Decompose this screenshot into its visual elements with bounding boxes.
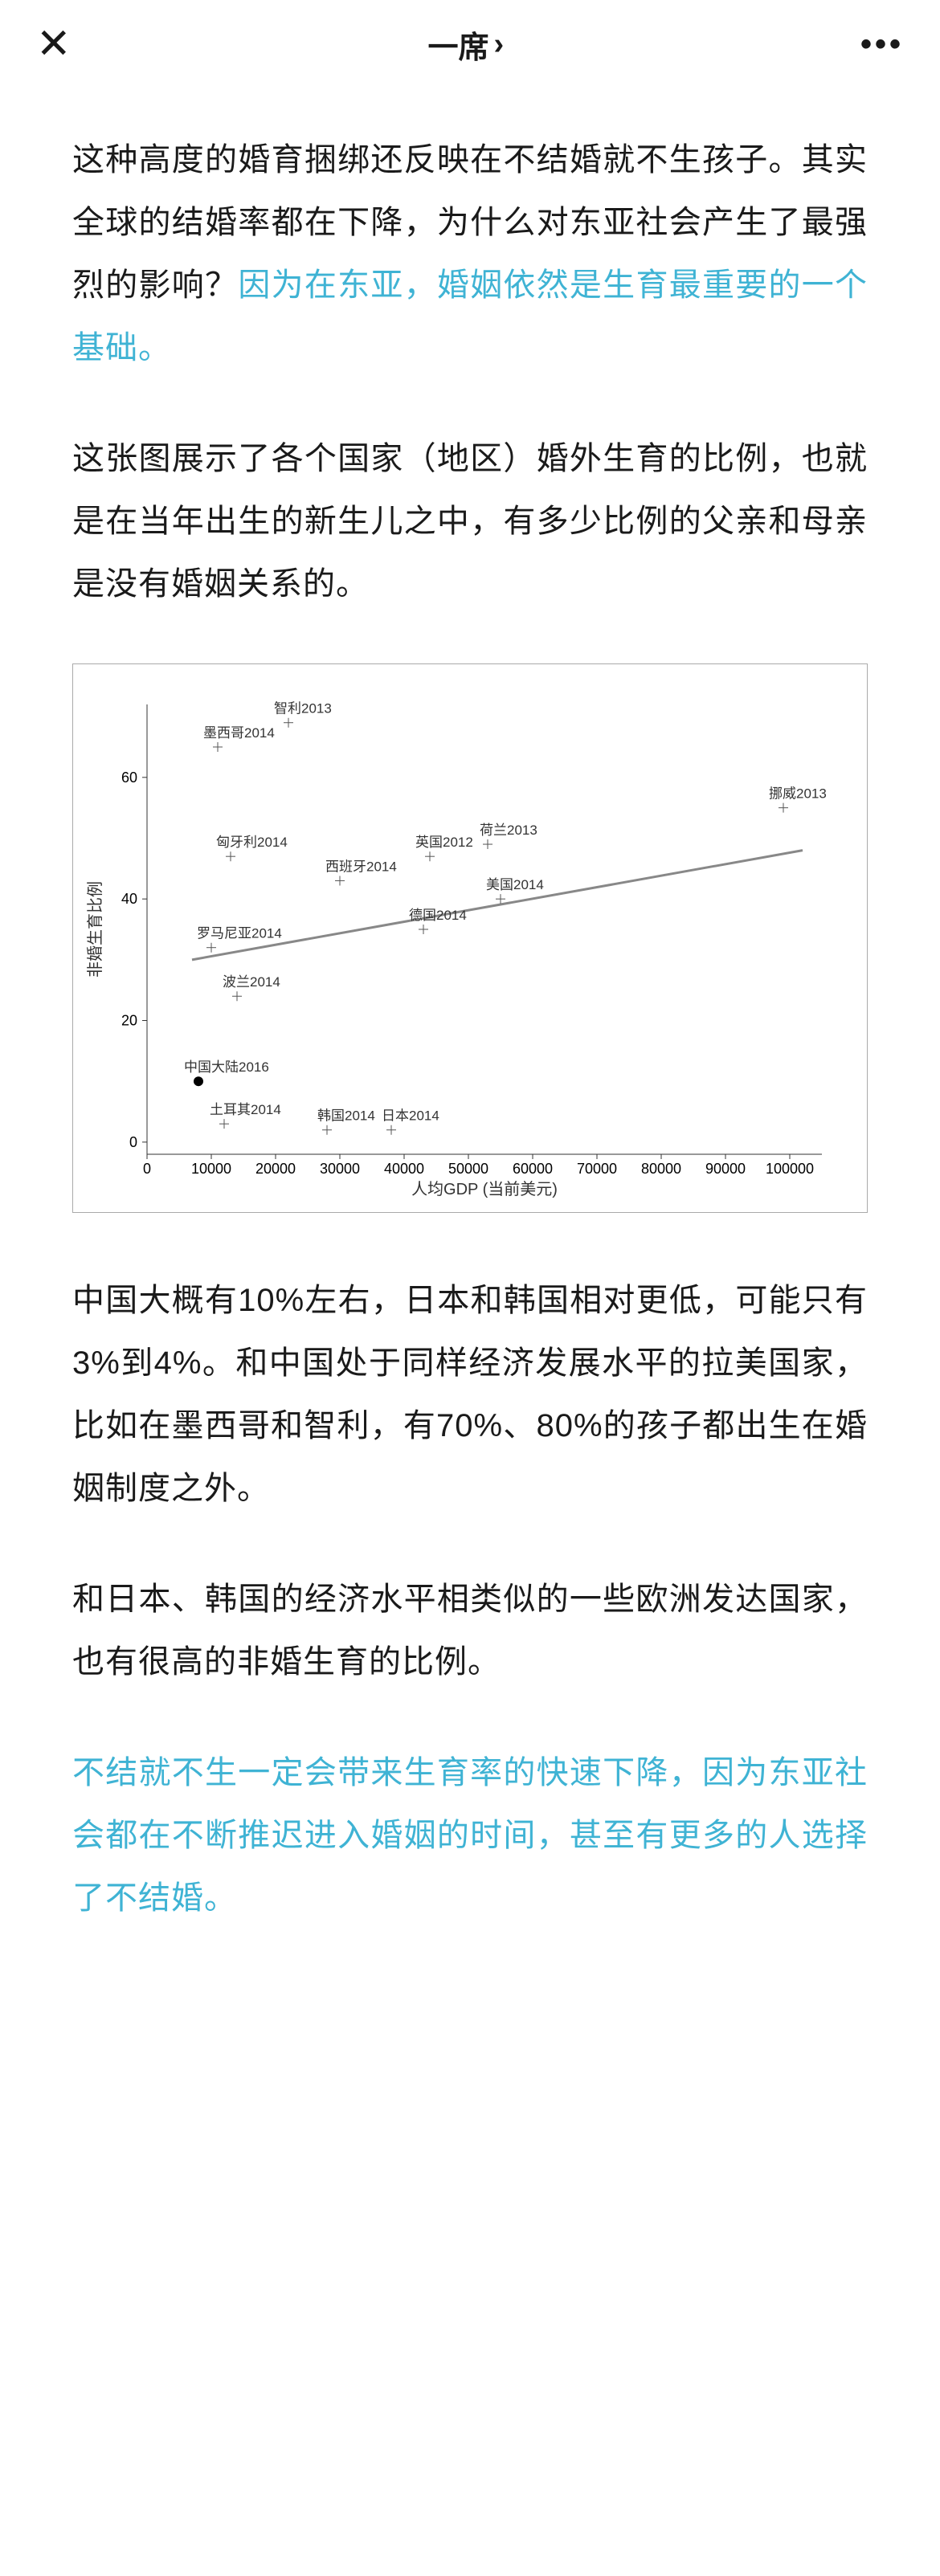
svg-text:10000: 10000 (191, 1161, 231, 1177)
data-point-label: 韩国2014 (317, 1108, 375, 1124)
svg-text:50000: 50000 (448, 1161, 488, 1177)
data-point-label: 德国2014 (409, 908, 467, 923)
more-icon[interactable]: ••• (860, 27, 904, 63)
data-point-label: 匈牙利2014 (216, 835, 288, 850)
data-point-label: 智利2013 (274, 701, 332, 716)
data-point-label: 英国2012 (415, 835, 473, 850)
svg-text:非婚生育比例: 非婚生育比例 (86, 881, 104, 978)
svg-text:60: 60 (121, 770, 137, 786)
svg-text:70000: 70000 (577, 1161, 617, 1177)
svg-text:90000: 90000 (705, 1161, 746, 1177)
data-point-label: 波兰2014 (223, 974, 280, 990)
data-point-label: 日本2014 (382, 1108, 439, 1124)
svg-text:人均GDP (当前美元): 人均GDP (当前美元) (411, 1180, 558, 1198)
chart-svg: 0 10000 20000 30000 40000 50000 60000 70000 8000… (83, 688, 838, 1202)
svg-text:30000: 30000 (320, 1161, 360, 1177)
page-title[interactable]: 一席 › (427, 22, 504, 67)
svg-text:0: 0 (129, 1134, 137, 1150)
scatter-chart: 0 10000 20000 30000 40000 50000 60000 70000 8000… (72, 663, 868, 1213)
data-point-label: 土耳其2014 (210, 1102, 281, 1117)
data-point-label: 墨西哥2014 (203, 725, 275, 741)
paragraph-1: 这种高度的婚育捆绑还反映在不结婚就不生孩子。其实全球的结婚率都在下降，为什么对东… (72, 129, 868, 379)
chevron-right-icon: › (493, 27, 504, 62)
data-point-label: 罗马尼亚2014 (197, 926, 282, 941)
title-text: 一席 (427, 22, 488, 67)
svg-text:40: 40 (121, 891, 137, 907)
data-point-label: 美国2014 (486, 877, 544, 892)
svg-text:80000: 80000 (641, 1161, 681, 1177)
svg-text:40000: 40000 (384, 1161, 424, 1177)
header-bar: ✕ 一席 › ••• (0, 0, 940, 88)
data-point-label: 西班牙2014 (325, 859, 397, 874)
svg-text:20: 20 (121, 1013, 137, 1029)
paragraph-2: 这张图展示了各个国家（地区）婚外生育的比例，也就是在当年出生的新生儿之中，有多少… (72, 427, 868, 615)
svg-text:0: 0 (143, 1161, 151, 1177)
close-icon[interactable]: ✕ (36, 20, 72, 68)
data-point-label: 中国大陆2016 (184, 1059, 269, 1075)
paragraph-3: 中国大概有10%左右，日本和韩国相对更低，可能只有3%到4%。和中国处于同样经济… (72, 1269, 868, 1520)
data-point-china (194, 1076, 203, 1086)
article-content: 这种高度的婚育捆绑还反映在不结婚就不生孩子。其实全球的结婚率都在下降，为什么对东… (0, 88, 940, 2026)
svg-text:60000: 60000 (513, 1161, 553, 1177)
paragraph-4: 和日本、韩国的经济水平相类似的一些欧洲发达国家，也有很高的非婚生育的比例。 (72, 1568, 868, 1693)
data-point-label: 挪威2013 (769, 786, 827, 802)
svg-text:100000: 100000 (766, 1161, 814, 1177)
data-point-label: 荷兰2013 (480, 823, 537, 838)
svg-text:20000: 20000 (255, 1161, 296, 1177)
paragraph-5-highlight: 不结就不生一定会带来生育率的快速下降，因为东亚社会都在不断推迟进入婚姻的时间，甚… (72, 1741, 868, 1929)
